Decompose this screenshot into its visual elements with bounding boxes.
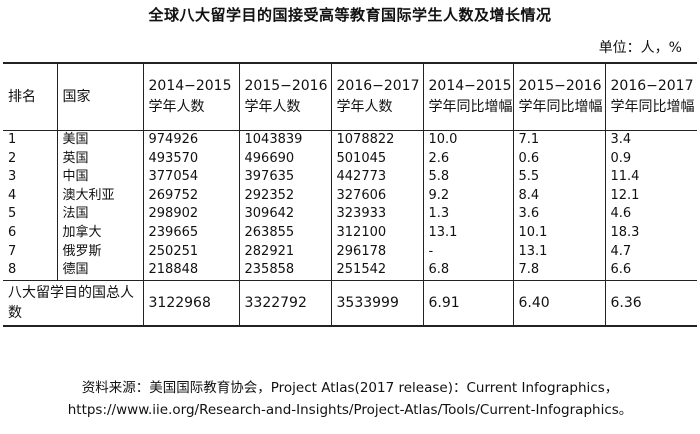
total-cell: 3322792 (238, 279, 331, 327)
value-cell: 7.8 (512, 261, 605, 281)
country-cell: 中国 (56, 168, 143, 187)
value-cell: 496690 (238, 149, 331, 169)
value-cell: 327606 (330, 186, 423, 206)
table-row: 8 德国 218848 235858 251542 6.8 7.8 6.6 (3, 261, 697, 281)
value-cell: 312100 (330, 223, 423, 243)
value-cell: 0.6 (512, 149, 605, 169)
value-cell: 263855 (238, 223, 331, 243)
country-cell: 德国 (56, 261, 143, 281)
value-cell: 251542 (330, 261, 423, 281)
rank-cell: 5 (8, 206, 17, 222)
rank-cell: 8 (8, 262, 17, 278)
country-cell: 法国 (56, 205, 143, 224)
rank-cell: 1 (8, 132, 17, 147)
total-cell: 6.36 (604, 279, 697, 327)
value-cell: 0.9 (604, 149, 697, 169)
value-cell: 1.3 (422, 205, 513, 224)
data-table: 排名 国家 2014−2015 学年人数 2015−2016 学年人数 2016… (3, 62, 697, 327)
value-cell: 1078822 (330, 130, 423, 150)
table-row: 7 俄罗斯 250251 282921 296178-13.1 4.7 (3, 242, 697, 262)
total-cell: 3533999 (330, 279, 423, 327)
value-cell: 13.1 (422, 223, 513, 243)
header-cell: 2015−2016 学年人数 (238, 62, 331, 131)
value-cell: 974926 (142, 130, 239, 150)
rank-cell: 4 (8, 187, 17, 203)
value-cell: 6.6 (604, 261, 697, 281)
value-cell: 1043839 (238, 130, 331, 150)
value-cell: 218848 (142, 261, 239, 281)
value-cell: 10.1 (512, 223, 605, 243)
header-cell: 2016−2017 学年人数 (330, 62, 423, 131)
table-row: 5 法国 298902 309642 323933 1.3 3.6 4.6 (3, 205, 697, 224)
value-cell: 3.4 (604, 130, 697, 150)
value-cell: 7.1 (512, 130, 605, 150)
rank-cell: 6 (8, 224, 17, 240)
table-row: 1 美国 974926 1043839 1078822 10.0 7.1 3.4 (3, 130, 697, 150)
table-title: 全球八大留学目的国接受高等教育国际学生人数及增长情况 (148, 6, 552, 24)
value-cell: 10.0 (422, 130, 513, 150)
value-cell: 6.8 (422, 261, 513, 281)
value-cell: 282921 (238, 242, 331, 262)
table-row: 4 澳大利亚 269752 292352 327606 9.2 8.4 12.1 (3, 186, 697, 206)
value-cell: 442773 (330, 168, 423, 187)
unit-label: 单位：人，% (598, 40, 682, 56)
value-cell: 2.6 (422, 149, 513, 169)
source-line: https://www.iie.org/Research-and-Insight… (67, 402, 633, 418)
value-cell: - (422, 242, 513, 262)
country-cell: 英国 (56, 149, 143, 169)
table-row: 3 中国 377054 397635 442773 5.8 5.5 11.4 (3, 168, 697, 187)
header-cell: 排名 (3, 62, 57, 131)
value-cell: 4.6 (604, 205, 697, 224)
header-cell: 2014−2015 学年同比增幅 (422, 62, 513, 131)
value-cell: 3.6 (512, 205, 605, 224)
value-cell: 13.1 (512, 242, 605, 262)
value-cell: 377054 (142, 168, 239, 187)
value-cell: 11.4 (604, 168, 697, 187)
value-cell: 501045 (330, 149, 423, 169)
value-cell: 235858 (238, 261, 331, 281)
rank-cell: 3 (8, 169, 17, 185)
total-label: 八大留学目的国总人数 (3, 279, 143, 327)
value-cell: 292352 (238, 186, 331, 206)
country-cell: 加拿大 (56, 223, 143, 243)
value-cell: 239665 (142, 223, 239, 243)
header-row: 排名 国家 2014−2015 学年人数 2015−2016 学年人数 2016… (3, 62, 697, 131)
value-cell: 309642 (238, 205, 331, 224)
header-cell: 2016−2017 学年同比增幅 (604, 62, 697, 131)
value-cell: 5.8 (422, 168, 513, 187)
total-cell: 3122968 (142, 279, 239, 327)
total-row: 八大留学目的国总人数 3122968 3322792 3533999 6.91 … (3, 279, 697, 327)
country-cell: 澳大利亚 (56, 186, 143, 206)
value-cell: 298902 (142, 205, 239, 224)
table-row: 2 英国 493570 496690 501045 2.6 0.6 0.9 (3, 149, 697, 169)
header-cell: 2014−2015 学年人数 (142, 62, 239, 131)
value-cell: 12.1 (604, 186, 697, 206)
value-cell: 323933 (330, 205, 423, 224)
value-cell: 8.4 (512, 186, 605, 206)
value-cell: 493570 (142, 149, 239, 169)
rank-cell: 7 (8, 243, 17, 259)
value-cell: 269752 (142, 186, 239, 206)
value-cell: 5.5 (512, 168, 605, 187)
total-cell: 6.91 (422, 279, 513, 327)
header-cell: 2015−2016 学年同比增幅 (512, 62, 605, 131)
source-line: 资料来源：美国国际教育协会，Project Atlas(2017 release… (81, 380, 619, 396)
value-cell: 250251 (142, 242, 239, 262)
value-cell: 296178 (330, 242, 423, 262)
country-cell: 俄罗斯 (56, 242, 143, 262)
country-cell: 美国 (56, 130, 143, 150)
value-cell: 9.2 (422, 186, 513, 206)
header-cell: 国家 (56, 62, 143, 131)
value-cell: 397635 (238, 168, 331, 187)
table-row: 6 加拿大 239665 263855 312100 13.1 10.1 18.3 (3, 223, 697, 243)
value-cell: 18.3 (604, 223, 697, 243)
total-cell: 6.40 (512, 279, 605, 327)
value-cell: 4.7 (604, 242, 697, 262)
source-note: 资料来源：美国国际教育协会，Project Atlas(2017 release… (0, 377, 700, 421)
rank-cell: 2 (8, 150, 17, 166)
